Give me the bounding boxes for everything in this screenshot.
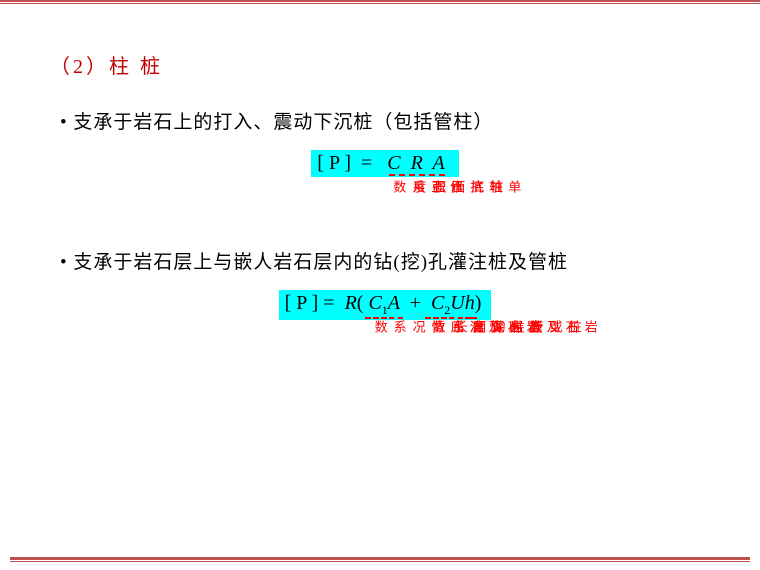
term2-u: U (450, 292, 464, 314)
slide-content: （2）柱 桩 支承于岩石上的打入、震动下沉桩（包括管柱） [ P ] = C R… (0, 0, 760, 320)
term2-a: A (388, 292, 400, 314)
label-a: 桩底面积 (429, 180, 505, 195)
term-r: R (411, 152, 423, 174)
term2-c1: C (368, 292, 381, 314)
term2-h: h (465, 292, 475, 314)
term2-c2: C (431, 292, 444, 314)
bottom-border (10, 557, 750, 562)
label2-h: 嵌岩深度 (469, 320, 545, 335)
term-a: A (432, 152, 444, 174)
term-c: C (387, 152, 400, 174)
formula-2: [ P ] = R( C1A + C2Uh) 岩石及清底情况系数 桩底面积 岩石… (279, 290, 492, 320)
bullet-1: 支承于岩石上的打入、震动下沉桩（包括管柱） (60, 107, 720, 134)
formula-2-block: [ P ] = R( C1A + C2Uh) 岩石及清底情况系数 桩底面积 岩石… (50, 290, 720, 320)
top-border (0, 0, 760, 4)
section-heading: （2）柱 桩 (50, 50, 720, 79)
formula-1-block: [ P ] = C R A 修正系数 单轴抗压强度 桩底面积 (50, 150, 720, 177)
term2-r: R (345, 292, 357, 314)
formula-1: [ P ] = C R A 修正系数 单轴抗压强度 桩底面积 (311, 150, 458, 177)
bullet-2: 支承于岩石层上与嵌人岩石层内的钻(挖)孔灌注桩及管桩 (60, 247, 720, 274)
